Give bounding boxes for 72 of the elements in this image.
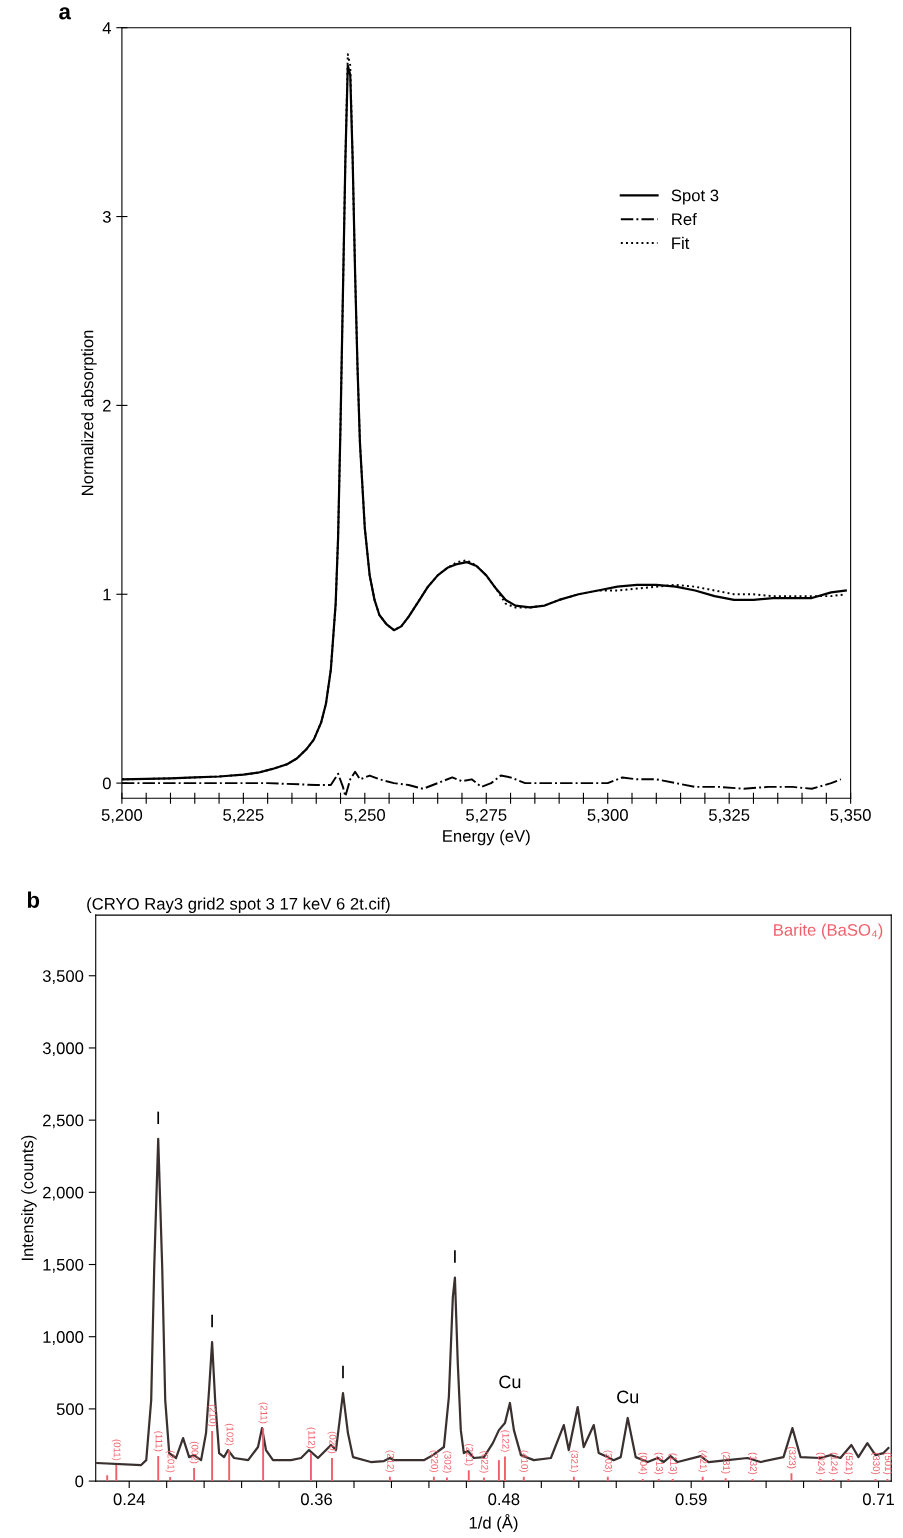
annotation: (313) [654,1452,664,1475]
y-tick-label: 1,000 [43,1331,84,1345]
x-tick-label: 0.36 [300,1493,333,1506]
y-axis-title: Normalized absorption [81,330,97,495]
annotation: (124) [828,1452,838,1475]
y-tick-label: 3,000 [42,1042,84,1057]
chart-title: (CRYO Ray3 grid2 spot 3 17 keV 6 2t.cif) [87,897,390,914]
x-tick-label: 0.71 [862,1493,894,1506]
y-tick-label: 2 [103,399,111,412]
text: b [27,891,40,908]
annotation: (501) [882,1452,892,1475]
x-tick-label: 5,350 [830,809,871,823]
x-tick-label: 0.48 [488,1493,520,1506]
x-tick-label: 5,325 [708,809,750,823]
annotation: I [454,1250,456,1263]
x-axis-title: 1/d (Å) [469,1513,518,1533]
annotation: (022) [479,1451,489,1473]
y-tick-label: 0 [102,777,111,790]
annotation: (321) [569,1450,579,1472]
y-tick-label: 2,000 [43,1186,84,1201]
y-tick-label: 1,500 [43,1258,84,1273]
annotation: (220) [429,1450,439,1472]
y-tick-label: 0 [75,1475,84,1488]
annotation: (024) [815,1452,826,1475]
x-tick-label: 5,225 [223,809,264,823]
y-tick-label: 4 [102,22,111,34]
annotation: (421) [698,1450,708,1472]
x-tick-label: 5,200 [101,809,143,823]
y-tick-label: 3 [102,210,111,223]
annotation: I [211,1314,213,1328]
annotation: (211) [258,1402,268,1424]
annotation: (004) [638,1452,648,1475]
annotation: Cu [499,1375,521,1389]
annotation: (011) [111,1439,121,1461]
legend-label: Spot 3 [671,189,719,205]
y-tick-label: 2,500 [43,1114,84,1129]
legend-label: Fit [672,236,690,250]
x-tick-label: 0.59 [675,1493,707,1506]
legend-label: Ref [672,212,697,226]
annotation: (212) [385,1450,395,1472]
x-tick-label: 5,275 [466,809,507,823]
annotation: (521) [843,1452,853,1475]
annotation: (302) [442,1451,452,1473]
text: a [59,7,72,20]
annotation: (231) [721,1451,731,1474]
annotation: I [157,1111,160,1125]
annotation: (102) [224,1423,234,1446]
annotation: (323) [786,1446,796,1469]
annotation: (221) [464,1444,474,1466]
y-axis-title: Intensity (counts) [21,1135,37,1261]
annotation: (303) [603,1450,613,1472]
annotation: I [342,1365,344,1379]
y-tick-label: 3,500 [42,970,84,984]
annotation: (002) [189,1441,199,1464]
y-tick-label: 500 [56,1403,84,1416]
annotation: (201) [165,1450,175,1473]
annotation: (111) [153,1431,163,1452]
annotation: (122) [500,1430,510,1452]
annotation: (020) [327,1431,337,1454]
y-tick-label: 1 [103,588,111,601]
annotation: (132) [748,1452,758,1475]
annotation: (410) [519,1450,529,1472]
annotation: (210) [207,1404,217,1427]
x-tick-label: 5,250 [344,809,386,823]
annotation: Cu [617,1390,639,1404]
text: Barite (BaSO₄) [774,923,883,940]
annotation: (330) [870,1452,881,1475]
annotation: (112) [306,1427,316,1449]
annotation: (113) [668,1453,678,1475]
x-axis-title: Energy (eV) [443,829,530,846]
x-tick-label: 0.24 [113,1493,145,1506]
x-tick-label: 5,300 [587,809,628,823]
